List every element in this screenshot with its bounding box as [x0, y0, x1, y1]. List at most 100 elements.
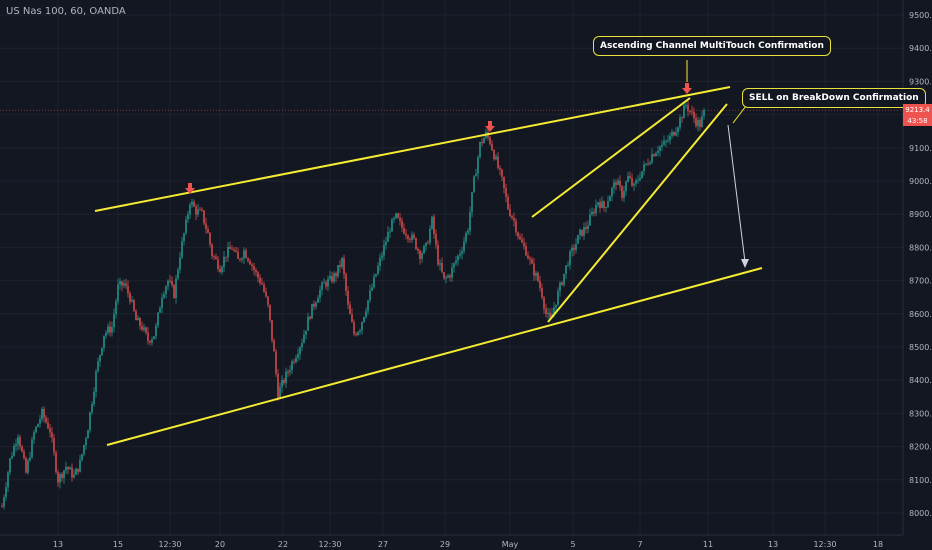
symbol-label: US Nas 100, 60, OANDA [6, 6, 126, 17]
x-tick-label: 7 [637, 540, 642, 549]
candle-body [223, 256, 225, 267]
candle-body [57, 472, 59, 483]
wedge-upper-line[interactable] [531, 97, 691, 218]
candle-body [365, 311, 367, 318]
candle-body [219, 268, 221, 273]
candle-body [533, 263, 535, 276]
candle-body [307, 316, 309, 331]
candle-body [571, 247, 573, 252]
candle-body [197, 209, 199, 215]
candle-body [161, 297, 163, 309]
sell-annotation[interactable]: SELL on BreakDown Confirmation [742, 88, 926, 108]
candle-body [515, 220, 517, 233]
candle-body [283, 379, 285, 383]
candle-body [683, 105, 685, 119]
candle-body [371, 287, 373, 291]
candle-body [171, 281, 173, 286]
candle-body [507, 196, 509, 210]
candle-body [451, 267, 453, 278]
candle-body [335, 273, 337, 277]
candle-body [99, 355, 101, 362]
candle-body [381, 255, 383, 258]
candle-body [587, 225, 589, 229]
projection-arrow-line [727, 124, 746, 263]
candle-body [91, 404, 93, 413]
candle-body [41, 408, 43, 420]
candle-body [581, 229, 583, 236]
candle-body [177, 269, 179, 279]
candle-body [635, 180, 637, 184]
candle-body [483, 137, 485, 144]
candle-body [261, 283, 263, 285]
candle-body [157, 312, 159, 326]
candle-body [229, 246, 231, 249]
candle-body [619, 180, 621, 187]
candle-body [351, 314, 353, 323]
channel-annotation[interactable]: Ascending Channel MultiTouch Confirmatio… [593, 36, 831, 56]
y-tick-label: 8700.0 [909, 277, 932, 286]
candle-body [443, 272, 445, 279]
candle-body [59, 474, 61, 483]
candle-body [649, 162, 651, 165]
touch-arrow-icon [185, 183, 195, 194]
candle-body [29, 457, 31, 461]
candle-body [175, 278, 177, 299]
candle-body [85, 438, 87, 446]
candle-body [71, 467, 73, 478]
y-tick-label: 8200.0 [909, 443, 932, 452]
candle-body [275, 351, 277, 374]
annotation-connector [732, 105, 747, 124]
candle-body [467, 230, 469, 233]
candle-body [449, 275, 451, 278]
candle-body [121, 281, 123, 286]
candle-body [557, 291, 559, 305]
candle-body [597, 202, 599, 205]
candle-body [549, 312, 551, 318]
candle-body [39, 419, 41, 424]
candle-body [73, 474, 75, 478]
y-tick-label: 8400.0 [909, 376, 932, 385]
candle-body [199, 209, 201, 211]
candle-body [299, 347, 301, 355]
candle-body [599, 202, 601, 208]
candle-body [543, 297, 545, 309]
candle-body [611, 188, 613, 197]
candle-body [469, 212, 471, 231]
y-tick-label: 8300.0 [909, 409, 932, 418]
candle-body [701, 116, 703, 128]
touch-arrow-icon [485, 121, 495, 132]
channel-lower-line[interactable] [106, 267, 763, 446]
time-axis[interactable]: 13 15 12:30 20 22 12:30 27 29 May 5 7 11 13 12:30 18 [53, 540, 883, 549]
candle-body [681, 117, 683, 119]
candle-body [407, 235, 409, 240]
candle-body [313, 303, 315, 307]
candle-body [289, 370, 291, 373]
candle-body [123, 283, 125, 286]
candle-body [463, 241, 465, 252]
candle-body [499, 167, 501, 170]
wedge-lower-line[interactable] [547, 103, 728, 323]
candle-body [471, 192, 473, 213]
candle-body [399, 217, 401, 221]
candle-body [577, 235, 579, 244]
candle-body [657, 150, 659, 154]
candle-body [423, 245, 425, 254]
candle-body [639, 178, 641, 181]
candle-body [311, 303, 313, 319]
channel-upper-line[interactable] [94, 86, 731, 212]
candle-body [685, 104, 687, 106]
candle-body [395, 213, 397, 218]
x-tick-label: 12:30 [158, 540, 181, 549]
candle-body [103, 335, 105, 348]
candle-body [579, 229, 581, 236]
candle-body [165, 286, 167, 295]
candle-body [17, 437, 19, 445]
candle-body [567, 265, 569, 267]
candle-body [531, 259, 533, 264]
candle-body [207, 229, 209, 233]
candle-body [559, 282, 561, 292]
candle-body [281, 379, 283, 388]
candle-body [699, 119, 701, 128]
candle-body [137, 318, 139, 321]
